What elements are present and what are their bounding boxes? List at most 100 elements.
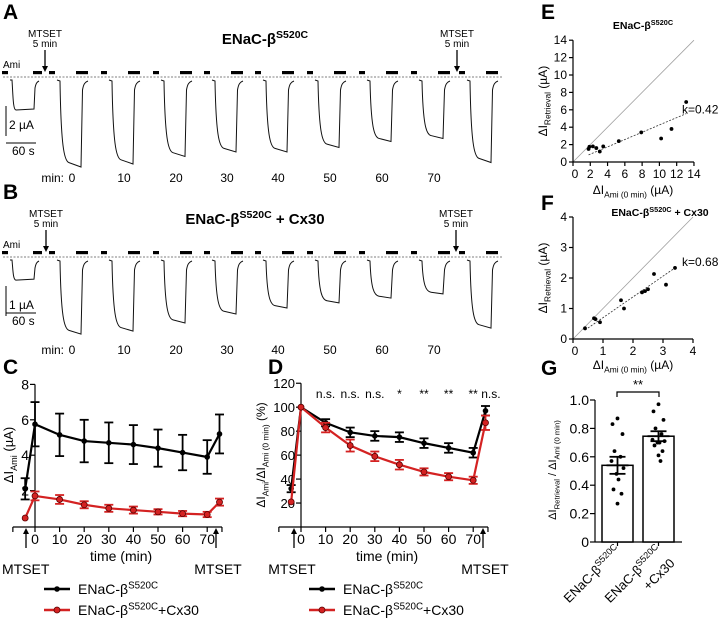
- amiloride-bar: [255, 251, 261, 255]
- data-point: [346, 442, 354, 449]
- text-segment: + Cx30: [272, 211, 325, 228]
- data-point: [673, 266, 677, 270]
- amiloride-bar: [231, 251, 243, 255]
- x-tick-label: 40: [392, 531, 408, 547]
- x-tick-label: 2: [587, 167, 594, 181]
- text-segment: (µA): [536, 243, 550, 269]
- y-axis-label: ΔIAmi (µA): [1, 427, 19, 483]
- amiloride-bar: [101, 71, 107, 75]
- data-point: [651, 409, 656, 414]
- x-tick-label: 4: [690, 344, 697, 358]
- current-trace: [211, 79, 244, 153]
- text-segment: ENaC-β: [611, 207, 650, 219]
- significance-label: n.s.: [341, 387, 360, 401]
- text-segment: +Cx30: [423, 602, 464, 618]
- time-point-label: 30: [220, 171, 234, 185]
- x-tick-label: 0: [572, 167, 579, 181]
- superscript: S520C: [592, 541, 619, 568]
- text-segment: ENaC-β: [78, 602, 128, 618]
- x-tick-label: 8: [639, 167, 646, 181]
- y-tick-label: 2: [560, 271, 567, 285]
- x-tick-label: 2: [630, 344, 637, 358]
- amiloride-bar: [282, 71, 294, 75]
- text-segment: ENaC-β: [78, 581, 128, 597]
- amiloride-bar: [438, 71, 450, 75]
- amiloride-bar: [153, 71, 159, 75]
- x-tick-label: 6: [621, 167, 628, 181]
- data-point: [615, 501, 620, 506]
- scale-bar-current-label: 2 µA: [9, 118, 34, 132]
- text-segment: (µA): [647, 358, 673, 372]
- superscript: S520C: [651, 18, 674, 27]
- y-tick-label: 6: [21, 412, 29, 428]
- superscript: S520C: [393, 601, 423, 612]
- fit-line: [584, 267, 676, 331]
- data-point: [56, 432, 63, 438]
- text-segment: ΔI: [254, 496, 268, 507]
- current-trace: [56, 259, 89, 335]
- data-point: [179, 510, 187, 518]
- text-segment: ΔI: [593, 358, 604, 372]
- mtset-duration-label: 5 min: [33, 39, 57, 50]
- y-tick-label: 4: [21, 447, 29, 463]
- arrow-head-icon: [454, 66, 460, 72]
- amiloride-bar: [386, 71, 398, 75]
- data-point: [656, 453, 661, 458]
- y-tick-label: 0: [581, 534, 589, 550]
- significance-label: n.s.: [316, 387, 335, 401]
- y-tick-label: 0: [560, 332, 567, 346]
- data-point: [445, 473, 453, 481]
- data-point: [652, 443, 657, 448]
- data-point: [287, 498, 295, 506]
- data-point: [396, 434, 403, 440]
- subscript: Ami (0 min): [261, 424, 271, 467]
- arrow-head-icon: [23, 528, 29, 534]
- x-tick-label: 60: [175, 531, 191, 547]
- data-point: [371, 433, 378, 439]
- slope-label: k=0.68: [682, 255, 719, 269]
- panel-label: E: [541, 1, 555, 24]
- time-point-label: 60: [375, 171, 389, 185]
- data-point: [31, 492, 39, 500]
- data-point: [56, 496, 63, 503]
- data-point: [155, 445, 161, 451]
- data-point: [615, 416, 620, 421]
- y-tick-label: 120: [273, 376, 295, 391]
- superscript: S520C: [393, 580, 423, 591]
- arrow-head-icon: [453, 246, 459, 252]
- x-tick-label: 30: [101, 531, 117, 547]
- arrow-head-icon: [42, 66, 48, 72]
- superscript: S520C: [649, 205, 672, 214]
- text-segment: ΔI: [1, 471, 16, 483]
- data-point: [621, 466, 626, 471]
- data-point: [656, 402, 661, 407]
- panel-title: ENaC-βS520C: [222, 29, 309, 48]
- current-trace: [418, 79, 451, 140]
- ami-label: Ami: [3, 240, 20, 251]
- time-point-label: 50: [323, 343, 337, 357]
- amiloride-bar: [76, 251, 88, 255]
- y-tick-label: 8: [21, 376, 29, 392]
- y-tick-label: 0: [560, 155, 567, 169]
- identity-line: [572, 216, 694, 340]
- superscript: S520C: [240, 209, 273, 221]
- x-tick-label: 20: [342, 531, 358, 547]
- data-point: [21, 514, 29, 522]
- data-point: [179, 449, 186, 456]
- text-segment: / ΔI: [547, 459, 559, 479]
- amiloride-bar: [459, 71, 465, 75]
- y-tick-label: 1: [560, 302, 567, 316]
- text-segment: ΔI: [536, 125, 550, 136]
- data-point: [322, 424, 330, 431]
- amiloride-bar: [307, 71, 313, 75]
- data-point: [661, 417, 666, 422]
- series-line: [290, 405, 487, 502]
- legend-label: ENaC-βS520C: [78, 580, 158, 597]
- time-point-label: 0: [69, 343, 76, 357]
- text-segment: +Cx30: [158, 602, 199, 618]
- x-tick-label: 20: [76, 531, 92, 547]
- y-axis-label: ΔIAmi/ΔIAmi (0 min) (%): [254, 402, 271, 507]
- text-segment: ENaC-β: [222, 31, 276, 48]
- data-point: [216, 431, 223, 437]
- amiloride-bar: [359, 71, 365, 75]
